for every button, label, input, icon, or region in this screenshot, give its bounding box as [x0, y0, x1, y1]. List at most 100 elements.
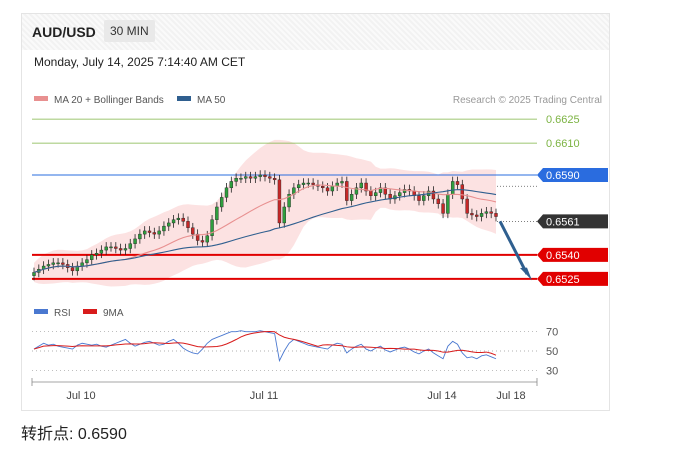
ma50-line — [33, 189, 497, 273]
candle-body — [56, 262, 60, 265]
candle-body — [152, 232, 157, 235]
candle-body — [460, 184, 465, 200]
candle-body — [248, 176, 253, 179]
candle-body — [191, 227, 195, 235]
candle-body — [128, 243, 132, 249]
ma9-legend-swatch — [83, 309, 97, 314]
candle-body — [90, 254, 94, 260]
candle-body — [398, 192, 402, 196]
candle-body — [417, 195, 421, 201]
level-label-0.6610: 0.6610 — [546, 138, 580, 150]
candle-body — [349, 194, 354, 201]
candle-body — [229, 181, 234, 189]
candle-body — [402, 189, 407, 193]
x-tick-label-3: Jul 18 — [496, 390, 525, 402]
x-tick-label-1: Jul 11 — [250, 390, 279, 402]
bollinger-band — [34, 139, 496, 287]
candle-body — [118, 248, 123, 251]
pivot-label: 转折点: — [21, 426, 74, 443]
ma9-legend-label: 9MA — [103, 308, 124, 319]
candle-body — [61, 262, 65, 265]
candle-body — [272, 178, 277, 181]
level-tag-0.6525 — [537, 271, 608, 286]
pivot-caption: 转折点: 0.6590 — [21, 420, 127, 444]
candle-body — [287, 194, 291, 208]
candle-body — [239, 178, 243, 180]
candle-body — [258, 174, 262, 177]
timeframe-badge[interactable]: 30 MIN — [104, 20, 155, 42]
candle-body — [99, 249, 104, 254]
candle-body — [171, 219, 176, 224]
level-label-0.6540: 0.6540 — [546, 250, 580, 262]
candle-body — [494, 213, 498, 217]
candle-body — [475, 214, 479, 217]
candle-body — [200, 240, 205, 243]
ma20-legend-label: MA 20 + Bollinger Bands — [54, 95, 164, 106]
forecast-arrow-head — [520, 267, 532, 281]
candle-body — [109, 246, 113, 249]
candle-body — [373, 192, 378, 196]
pivot-value: 0.6590 — [77, 426, 127, 443]
candle-body — [282, 206, 286, 224]
candle-body — [244, 176, 248, 179]
level-tag-0.6590 — [537, 168, 608, 183]
candle-body — [104, 246, 108, 251]
rsi-axis-label-70: 70 — [546, 327, 558, 339]
candle-body — [114, 246, 118, 249]
candle-body — [340, 181, 344, 184]
candle-body — [46, 264, 51, 267]
candle-body — [465, 198, 469, 214]
candle-body — [489, 211, 493, 214]
candle-body — [359, 182, 363, 189]
candle-body — [345, 181, 349, 201]
level-label-0.6625: 0.6625 — [546, 114, 580, 126]
pair-title: AUD/USD — [32, 24, 96, 40]
candle-body — [224, 187, 229, 198]
candle-body — [70, 267, 75, 272]
candle-body — [75, 265, 80, 272]
rsi-ma9-line — [33, 331, 497, 356]
candle-body — [80, 262, 84, 267]
candle-body — [147, 230, 152, 233]
timestamp: Monday, July 14, 2025 7:14:40 AM CET — [34, 55, 246, 69]
forecast-arrow-shaft — [498, 220, 529, 275]
candle-body — [253, 176, 258, 179]
level-tag-0.6540 — [537, 247, 608, 262]
candle-body — [325, 187, 330, 192]
candle-body — [215, 206, 219, 220]
ma50-legend-swatch — [177, 96, 191, 101]
candle-body — [296, 184, 301, 189]
candle-body — [311, 182, 315, 185]
candle-body — [277, 179, 282, 224]
candle-body — [123, 248, 128, 251]
candle-body — [431, 190, 436, 200]
candle-body — [364, 182, 368, 192]
candle-body — [157, 230, 161, 235]
candle-body — [441, 203, 445, 214]
candle-body — [450, 181, 455, 195]
candle-body — [219, 197, 224, 208]
ma20-legend-swatch — [34, 96, 48, 101]
candle-body — [176, 217, 181, 220]
candle-body — [484, 211, 489, 214]
candle-body — [330, 186, 335, 192]
candle-body — [138, 233, 142, 240]
ma50-legend-label: MA 50 — [197, 95, 226, 106]
candle-body — [133, 238, 137, 244]
candle-body — [32, 272, 36, 276]
level-tag-0.6561 — [537, 214, 608, 229]
candle-body — [94, 253, 99, 256]
candle-body — [301, 182, 306, 185]
level-label-0.6590: 0.6590 — [546, 170, 580, 182]
rsi-legend-swatch — [34, 309, 48, 314]
candle-body — [51, 262, 55, 265]
candle-body — [210, 219, 214, 236]
candle-body — [205, 235, 209, 243]
candle-body — [142, 230, 147, 235]
candle-body — [321, 186, 325, 189]
candle-body — [470, 213, 474, 216]
candle-body — [479, 213, 484, 217]
rsi-axis-label-30: 30 — [546, 365, 558, 377]
candle-body — [195, 233, 200, 241]
